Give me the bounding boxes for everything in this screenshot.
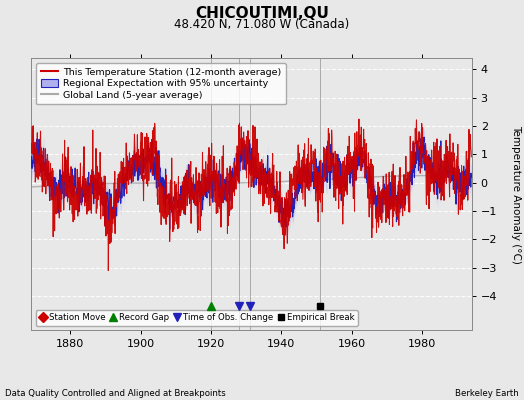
Text: CHICOUTIMI,QU: CHICOUTIMI,QU [195,6,329,21]
Text: Berkeley Earth: Berkeley Earth [455,389,519,398]
Text: 48.420 N, 71.080 W (Canada): 48.420 N, 71.080 W (Canada) [174,18,350,31]
Legend: Station Move, Record Gap, Time of Obs. Change, Empirical Break: Station Move, Record Gap, Time of Obs. C… [36,310,358,326]
Y-axis label: Temperature Anomaly (°C): Temperature Anomaly (°C) [511,124,521,264]
Text: Data Quality Controlled and Aligned at Breakpoints: Data Quality Controlled and Aligned at B… [5,389,226,398]
